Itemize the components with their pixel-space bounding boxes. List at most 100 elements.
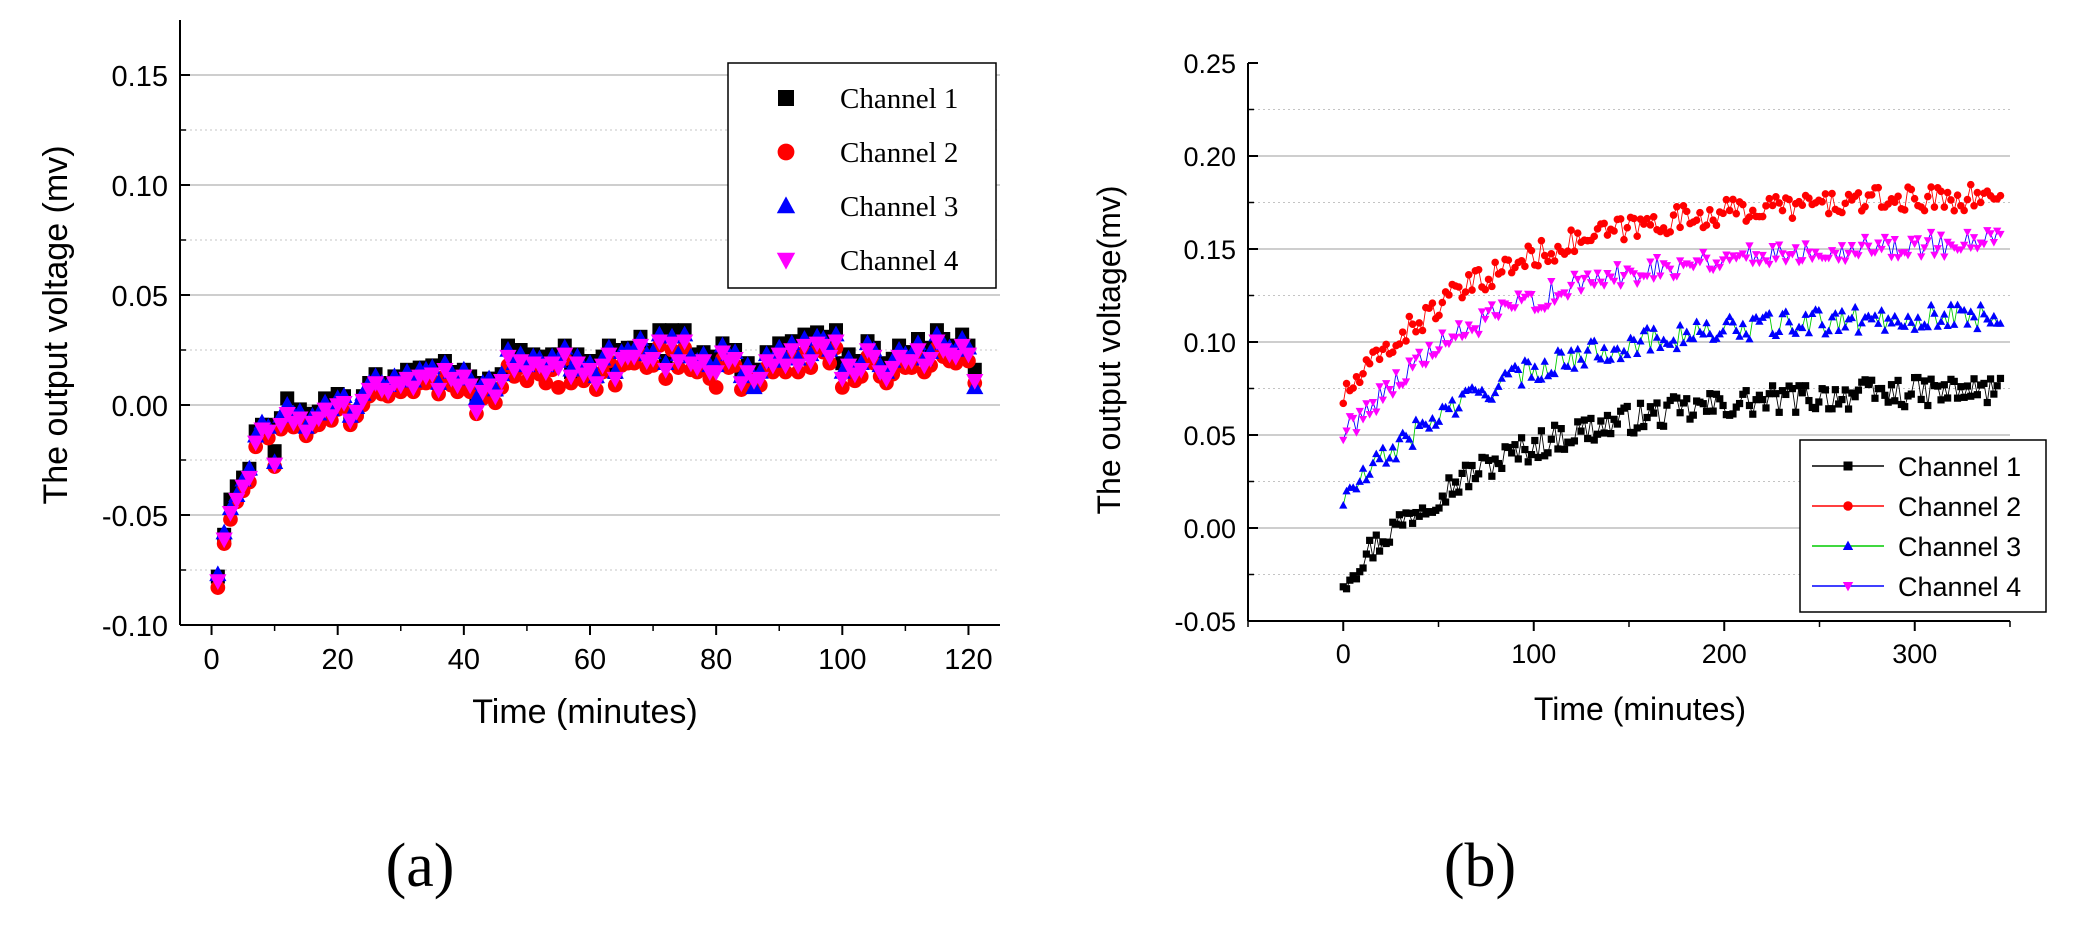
data-point xyxy=(1660,422,1668,430)
data-point xyxy=(1868,376,1876,384)
data-point xyxy=(1498,464,1506,473)
data-point xyxy=(1435,504,1443,512)
data-point xyxy=(1342,427,1351,436)
data-point xyxy=(1903,312,1913,320)
data-point xyxy=(1557,425,1565,433)
data-point xyxy=(1610,415,1618,423)
data-point xyxy=(1339,399,1348,408)
data-point xyxy=(732,376,751,392)
data-point xyxy=(1804,328,1814,337)
data-point xyxy=(1566,281,1576,290)
data-point xyxy=(1461,331,1470,340)
data-point xyxy=(1606,273,1615,282)
data-point xyxy=(1718,256,1728,264)
data-point xyxy=(1517,256,1526,265)
data-point xyxy=(1481,390,1490,399)
data-point xyxy=(1491,455,1499,463)
data-point xyxy=(1870,249,1880,257)
data-point xyxy=(1438,492,1446,500)
data-point xyxy=(1675,320,1685,329)
data-point xyxy=(1745,242,1754,250)
data-point xyxy=(1517,380,1526,389)
data-point xyxy=(1402,337,1410,345)
data-point xyxy=(1990,390,1998,398)
data-point xyxy=(1666,265,1675,274)
data-point xyxy=(1765,194,1774,203)
data-point xyxy=(1751,312,1761,321)
data-point xyxy=(1907,390,1915,398)
data-point xyxy=(1477,308,1487,316)
data-point xyxy=(625,349,643,366)
data-point xyxy=(1758,212,1767,221)
data-point xyxy=(1702,254,1711,263)
data-point xyxy=(1689,411,1697,419)
data-point xyxy=(1547,278,1556,286)
data-point xyxy=(1534,453,1542,462)
data-point xyxy=(1940,253,1949,262)
data-point xyxy=(1917,395,1925,404)
data-point xyxy=(1342,585,1351,593)
data-point xyxy=(1491,258,1499,267)
data-point xyxy=(240,470,259,487)
y-tick-label: 0.15 xyxy=(1183,235,1236,265)
data-point xyxy=(1616,215,1625,223)
data-point xyxy=(1880,233,1890,242)
data-point xyxy=(1359,369,1367,378)
data-point xyxy=(1544,449,1552,457)
data-point xyxy=(644,352,662,368)
data-point xyxy=(493,374,511,390)
data-point xyxy=(1349,384,1357,392)
data-point xyxy=(1580,360,1589,369)
data-point xyxy=(1652,253,1662,262)
data-point xyxy=(1342,379,1351,388)
data-point xyxy=(1983,315,1992,323)
data-point xyxy=(1527,290,1536,299)
data-point xyxy=(297,424,315,441)
data-point xyxy=(1973,391,1981,399)
data-point xyxy=(1716,395,1724,403)
data-point xyxy=(1950,244,1959,252)
data-point xyxy=(707,365,725,381)
data-point xyxy=(1937,396,1945,404)
data-point xyxy=(1976,300,1985,309)
data-point xyxy=(726,352,744,368)
data-point xyxy=(1765,260,1774,269)
data-point xyxy=(1339,436,1348,445)
data-point xyxy=(1659,224,1668,232)
data-point xyxy=(1877,306,1886,314)
data-point xyxy=(1963,228,1972,237)
data-point xyxy=(1709,407,1717,415)
data-point xyxy=(1923,237,1932,245)
data-point xyxy=(1735,332,1744,340)
legend-marker xyxy=(1842,581,1854,592)
data-point xyxy=(1510,361,1520,370)
data-point xyxy=(1775,199,1783,207)
data-point xyxy=(1642,323,1652,332)
data-point xyxy=(1580,274,1589,283)
data-point xyxy=(1527,450,1536,459)
panel-b-ticks: -0.05 0.00 0.05 0.10 0.15 0.20 0.25 0 100 200 300 xyxy=(1174,49,2011,669)
data-point xyxy=(1550,257,1559,265)
data-point xyxy=(1596,354,1605,363)
data-point xyxy=(1577,427,1585,435)
data-point xyxy=(1527,373,1536,381)
data-point xyxy=(1745,213,1754,221)
data-point xyxy=(1368,398,1378,407)
data-point xyxy=(1563,293,1572,301)
data-point xyxy=(551,380,566,395)
data-point xyxy=(259,424,277,441)
data-point xyxy=(1451,334,1460,342)
data-point xyxy=(600,347,618,364)
data-point xyxy=(1475,470,1483,478)
data-point xyxy=(1388,442,1397,451)
data-point xyxy=(821,349,839,366)
series-channel-4 xyxy=(209,334,984,590)
data-point xyxy=(1679,399,1688,407)
data-point xyxy=(1636,336,1645,345)
panel-b-y-axis-label: The output voltage(mv) xyxy=(1091,185,1127,514)
data-point xyxy=(1828,405,1836,413)
data-point xyxy=(1946,300,1956,309)
data-point xyxy=(1534,261,1542,270)
data-point xyxy=(1860,233,1870,242)
